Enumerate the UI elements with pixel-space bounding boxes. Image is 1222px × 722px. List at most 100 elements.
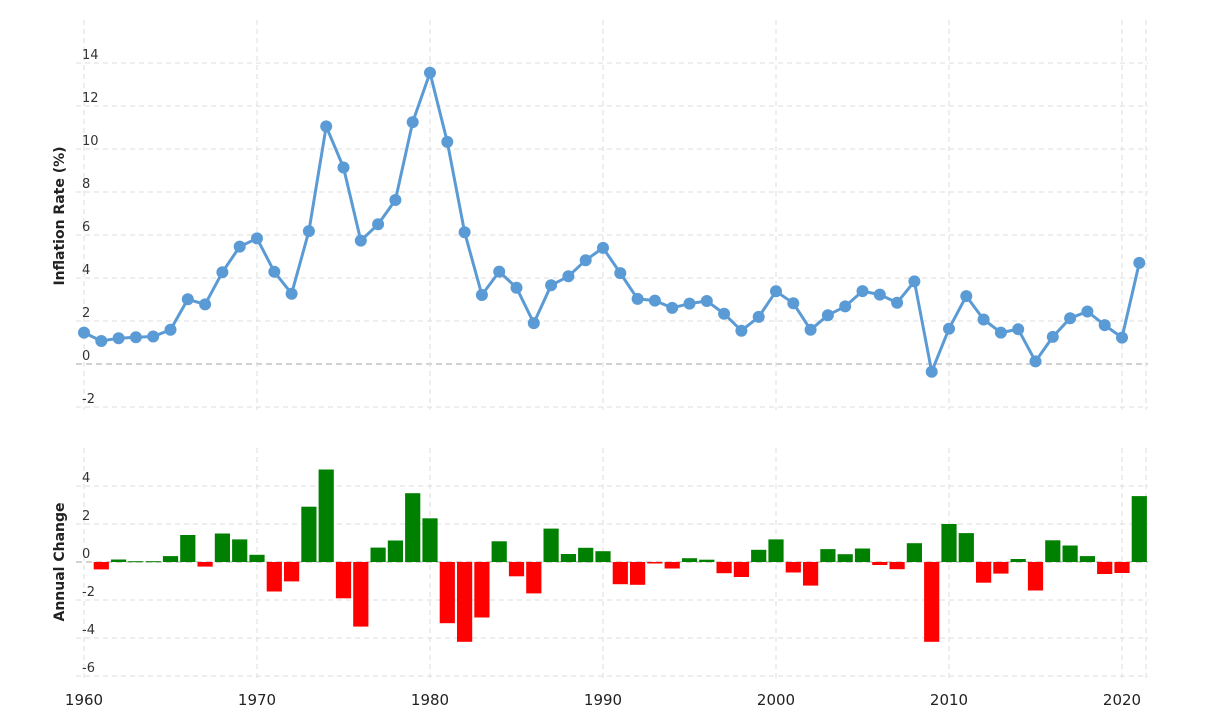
inflation-point bbox=[320, 120, 333, 133]
annual-change-bar bbox=[370, 547, 386, 562]
inflation-point bbox=[683, 297, 696, 310]
inflation-point bbox=[856, 285, 869, 298]
inflation-point bbox=[112, 332, 125, 345]
annual-change-bar bbox=[595, 551, 611, 562]
inflation-point bbox=[597, 241, 609, 254]
annual-change-bar bbox=[941, 524, 957, 562]
bottom-y-tick-label: 2 bbox=[82, 509, 90, 524]
annual-change-bar bbox=[474, 562, 490, 618]
bottom-y-axis-ticks: -6 -4 -2 0 2 4 bbox=[82, 471, 95, 676]
inflation-point bbox=[164, 323, 177, 336]
top-y-tick-label: 6 bbox=[82, 220, 90, 235]
annual-change-bar bbox=[630, 562, 646, 585]
inflation-point bbox=[977, 313, 990, 326]
annual-change-bar bbox=[1010, 559, 1026, 562]
annual-change-bar bbox=[128, 561, 144, 563]
bottom-y-tick-label: -6 bbox=[82, 661, 95, 676]
x-tick-label: 1990 bbox=[584, 691, 622, 709]
annual-change-bar bbox=[889, 562, 905, 570]
annual-change-bar bbox=[526, 562, 542, 594]
annual-change-bar bbox=[543, 528, 559, 562]
annual-change-bar bbox=[197, 562, 213, 567]
bottom-y-tick-label: 0 bbox=[82, 547, 90, 562]
annual-change-bar bbox=[387, 540, 403, 562]
inflation-point bbox=[1098, 319, 1111, 332]
top-y-tick-label: 10 bbox=[82, 134, 99, 149]
inflation-point bbox=[994, 326, 1007, 339]
annual-change-bar bbox=[699, 559, 715, 562]
bottom-y-tick-label: -2 bbox=[82, 585, 95, 600]
bottom-y-tick-label: 4 bbox=[82, 471, 90, 486]
inflation-point bbox=[631, 292, 644, 305]
x-tick-label: 1980 bbox=[411, 691, 449, 709]
annual-change-bar bbox=[560, 554, 576, 562]
inflation-point bbox=[943, 322, 955, 335]
annual-change-bar bbox=[820, 549, 836, 562]
inflation-point bbox=[199, 298, 212, 311]
inflation-point bbox=[908, 275, 921, 288]
inflation-points bbox=[78, 66, 1146, 378]
annual-change-bar bbox=[854, 548, 871, 562]
inflation-point bbox=[839, 300, 852, 313]
inflation-point bbox=[493, 265, 506, 278]
annual-change-bar bbox=[664, 562, 680, 569]
inflation-line-layer bbox=[83, 71, 1141, 374]
x-tick-label: 2020 bbox=[1103, 691, 1141, 709]
annual-change-bar bbox=[214, 533, 230, 562]
inflation-point bbox=[268, 265, 281, 278]
annual-change-bar bbox=[162, 556, 179, 562]
annual-change-bar bbox=[612, 562, 628, 585]
inflation-point bbox=[389, 194, 402, 206]
annual-change-bar bbox=[284, 562, 300, 582]
inflation-point bbox=[1116, 331, 1128, 344]
x-tick-label: 2000 bbox=[757, 691, 795, 709]
annual-change-bar bbox=[785, 562, 801, 573]
annual-change-bar bbox=[578, 547, 594, 563]
inflation-point bbox=[424, 66, 436, 79]
annual-change-bar bbox=[1131, 496, 1147, 562]
x-tick-label: 1970 bbox=[238, 691, 276, 709]
annual-change-bar bbox=[1114, 562, 1130, 573]
inflation-point bbox=[181, 293, 194, 306]
annual-change-bar bbox=[751, 549, 767, 562]
x-tick-label: 1960 bbox=[65, 691, 103, 709]
inflation-point bbox=[95, 335, 108, 347]
inflation-point bbox=[1046, 330, 1059, 343]
top-y-tick-label: 12 bbox=[82, 91, 99, 106]
grid-layer bbox=[76, 20, 1148, 680]
annual-change-bar bbox=[872, 562, 888, 565]
annual-change-bar bbox=[803, 562, 819, 586]
annual-change-bar bbox=[1045, 540, 1061, 562]
inflation-point bbox=[1029, 355, 1042, 368]
annual-change-bar bbox=[232, 539, 248, 562]
inflation-point bbox=[1081, 305, 1094, 318]
top-y-tick-label: 0 bbox=[82, 349, 90, 364]
inflation-point bbox=[475, 289, 488, 301]
inflation-point bbox=[579, 254, 592, 267]
inflation-point bbox=[406, 116, 419, 129]
top-y-axis-ticks: -2 0 2 4 6 8 10 12 14 bbox=[82, 48, 99, 407]
top-y-axis-title: Inflation Rate (%) bbox=[52, 146, 68, 285]
annual-change-bar bbox=[733, 562, 749, 577]
annual-change-bar bbox=[491, 541, 507, 562]
annual-change-bar bbox=[906, 543, 922, 562]
inflation-point bbox=[285, 287, 298, 300]
annual-change-bar bbox=[1062, 545, 1078, 562]
annual-change-bar bbox=[993, 562, 1009, 574]
annual-change-bar bbox=[457, 562, 473, 642]
annual-change-bar bbox=[335, 562, 352, 599]
inflation-point bbox=[1012, 323, 1025, 336]
annual-change-bar bbox=[180, 535, 196, 562]
inflation-point bbox=[527, 317, 540, 330]
inflation-point bbox=[233, 240, 246, 253]
inflation-point bbox=[458, 226, 471, 239]
inflation-rate-line bbox=[83, 71, 1141, 374]
annual-change-bar bbox=[1079, 556, 1095, 562]
inflation-point bbox=[960, 290, 973, 303]
inflation-point bbox=[891, 296, 904, 309]
top-y-tick-label: 2 bbox=[82, 306, 90, 321]
inflation-point bbox=[700, 295, 713, 307]
inflation-point bbox=[302, 225, 315, 238]
inflation-point bbox=[129, 331, 142, 344]
